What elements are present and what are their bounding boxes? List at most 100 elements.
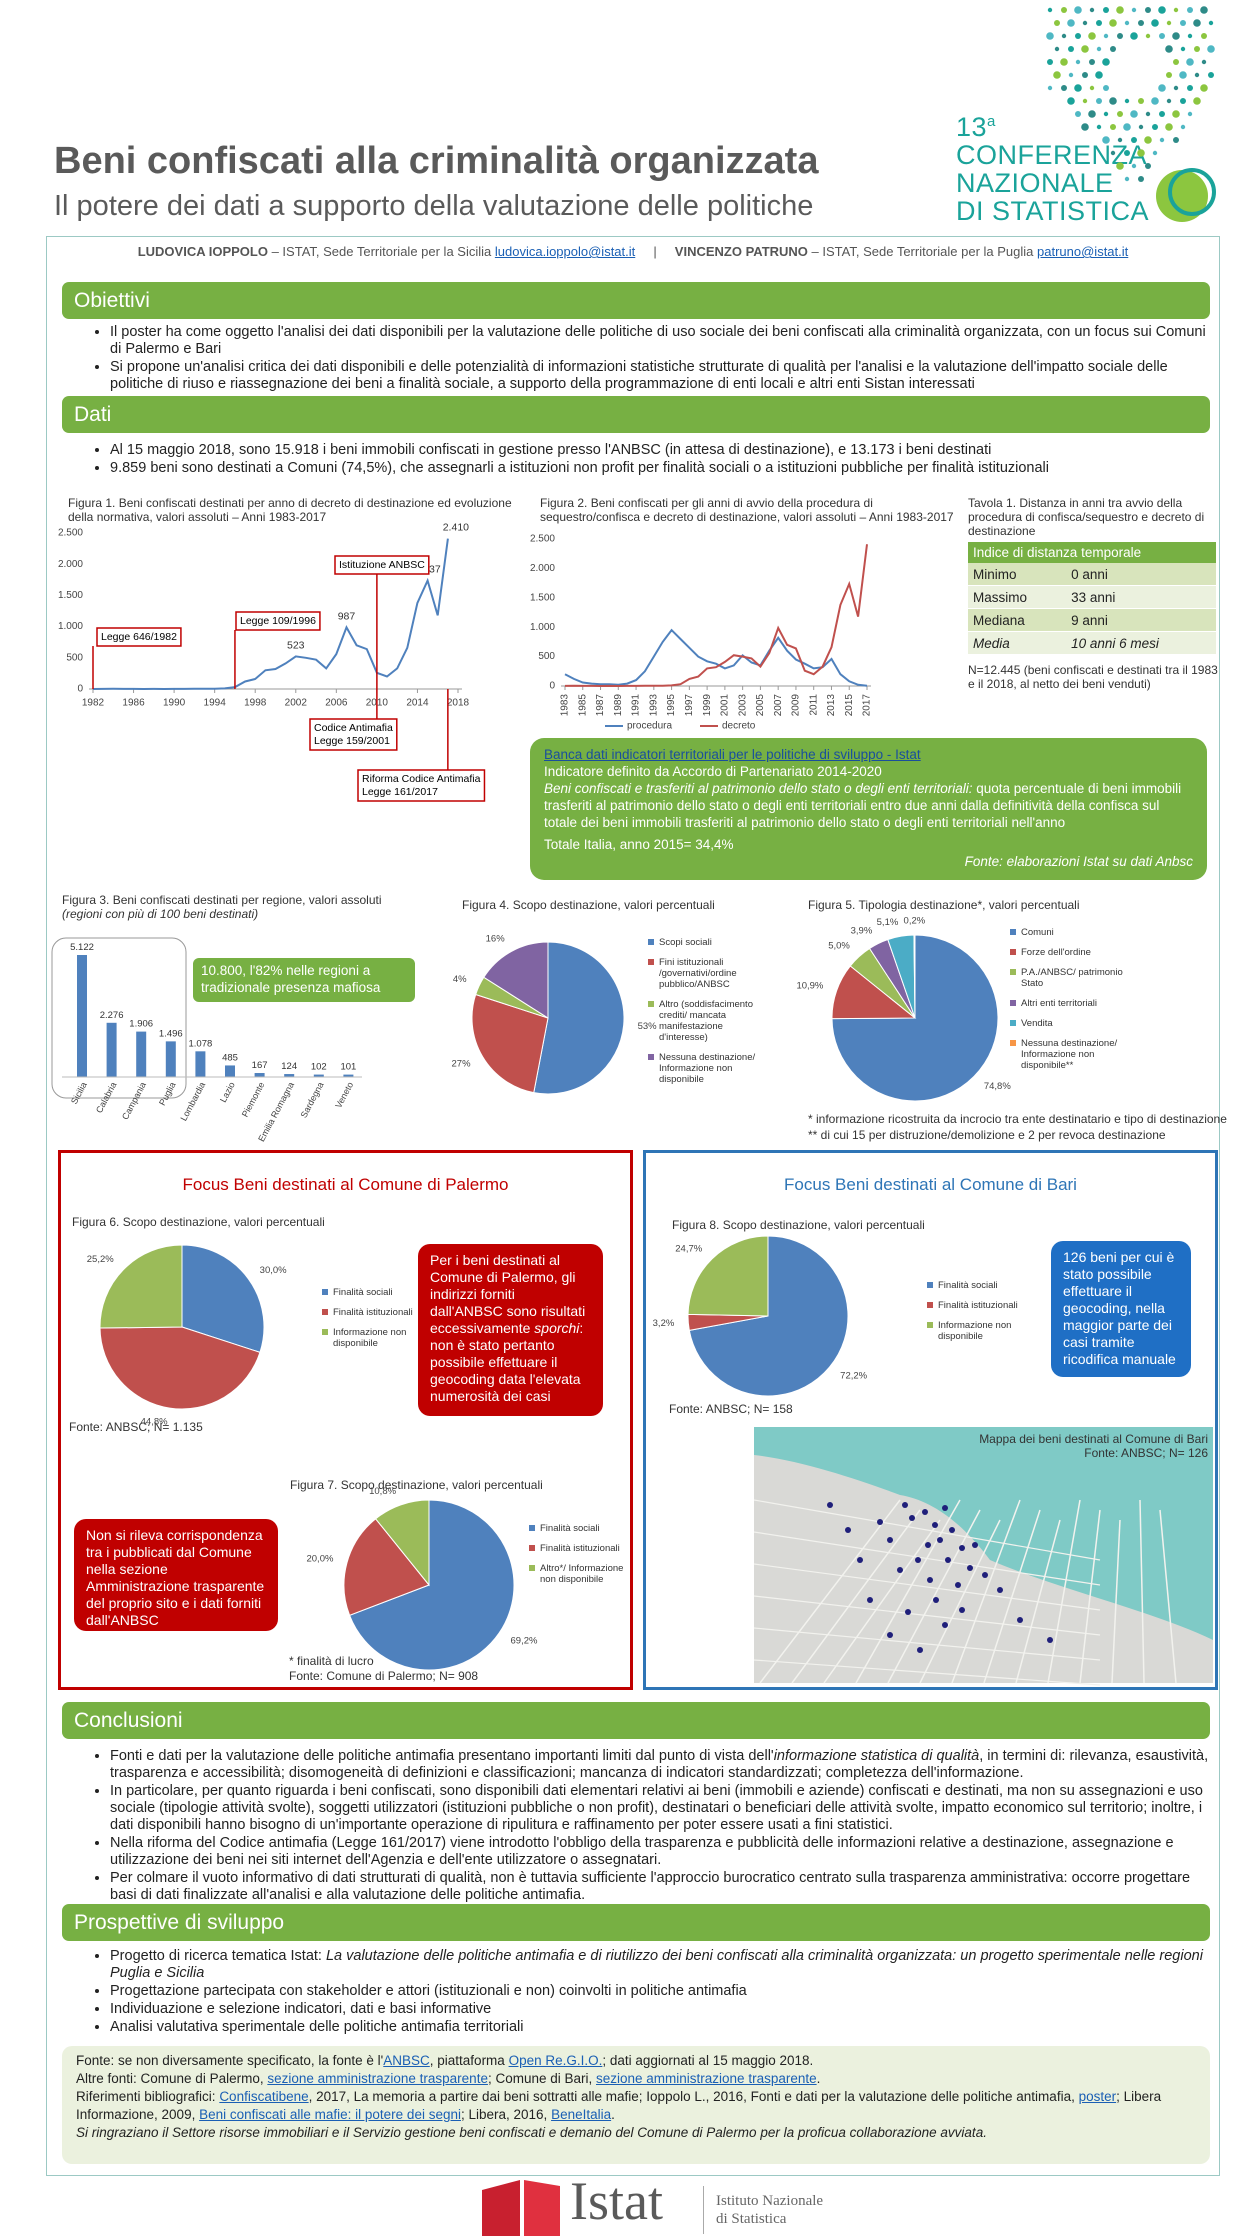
indicator-text: quota percentuale di beni immobili trasf…: [544, 781, 1182, 830]
logo-dot: [1201, 59, 1207, 65]
link[interactable]: poster: [1078, 2089, 1117, 2104]
author-affiliation: – ISTAT, Sede Territoriale per la Sicili…: [271, 244, 492, 259]
logo-dot: [1061, 7, 1067, 13]
legend-item: Nessuna destinazione/ Informazione non d…: [1010, 1038, 1130, 1071]
logo-dot: [1166, 20, 1172, 26]
legend-item: Altro*/ Informazione non disponibile: [529, 1563, 634, 1585]
logo-dot: [1109, 97, 1117, 105]
link[interactable]: Confiscatibene: [219, 2089, 309, 2104]
legend-swatch: [927, 1302, 933, 1308]
link[interactable]: Beni confiscati alle mafie: il potere de…: [199, 2107, 461, 2122]
logo-dot: [1096, 46, 1102, 52]
logo-dot: [1089, 85, 1095, 91]
legend-label: Altro*/ Informazione non disponibile: [540, 1563, 624, 1585]
link[interactable]: ANBSC: [383, 2053, 430, 2068]
logo-dot: [1116, 6, 1124, 14]
link[interactable]: sezione amministrazione trasparente: [267, 2071, 488, 2086]
source-line: Altre fonti: Comune di Palermo, sezione …: [76, 2070, 1196, 2088]
author-email[interactable]: patruno@istat.it: [1037, 244, 1129, 259]
logo-dot: [1159, 111, 1165, 117]
legend-swatch: [648, 939, 654, 945]
logo-dot: [1088, 32, 1096, 40]
istat-name-line: Istituto Nazionale: [716, 2193, 824, 2209]
link[interactable]: Open Re.G.I.O.: [508, 2053, 603, 2068]
legend-item: Vendita: [1010, 1018, 1130, 1029]
text-segment: , piattaforma: [429, 2053, 509, 2068]
legend-item: Comuni: [1010, 927, 1130, 938]
istat-logo-shape: [482, 2180, 520, 2236]
indicator-link[interactable]: Banca dati indicatori territoriali per l…: [544, 747, 921, 762]
bari-panel: [643, 1150, 1218, 1690]
figure-title: Figura 1. Beni confiscati destinati per …: [68, 496, 512, 524]
note: * informazione ricostruita da incrocio t…: [808, 1112, 1227, 1126]
logo-dot: [1159, 33, 1165, 39]
logo-dot: [1103, 33, 1109, 39]
table-row: Minimo 0 anni: [968, 563, 1216, 586]
logo-dot: [1145, 33, 1151, 39]
table-title: Tavola 1. Distanza in anni tra avvio del…: [968, 496, 1205, 538]
legend-swatch: [1010, 969, 1016, 975]
source-line: Riferimenti bibliografici: Confiscatiben…: [76, 2088, 1196, 2124]
logo-dot: [1166, 98, 1172, 104]
legend-label: P.A./ANBSC/ patrimonio Stato: [1021, 967, 1123, 989]
logo-dot: [1061, 85, 1067, 91]
logo-ring: [1168, 168, 1216, 216]
legend-label: Comuni: [1021, 927, 1054, 938]
logo-dot: [1194, 46, 1200, 52]
author-email[interactable]: ludovica.ioppolo@istat.it: [494, 244, 636, 259]
legend-swatch: [322, 1289, 328, 1295]
text-segment: : non è stato pertanto possibile effettu…: [430, 1320, 584, 1404]
table: Indice di distanza temporale Minimo 0 ann…: [968, 542, 1216, 655]
logo-dot: [1165, 123, 1173, 131]
logo-dot: [1194, 72, 1200, 78]
logo-dot: [1180, 46, 1186, 52]
text-segment: Riferimenti bibliografici:: [76, 2089, 220, 2104]
logo-line: NAZIONALE: [956, 168, 1114, 198]
thanks: Si ringraziano il Settore risorse immobi…: [76, 2125, 987, 2140]
divider: [703, 2186, 704, 2234]
figure-title: Figura 7. Scopo destinazione, valori per…: [290, 1478, 543, 1492]
legend-item: Finalità sociali: [529, 1523, 634, 1534]
logo-dot: [1145, 7, 1151, 13]
legend-item: Nessuna destinazione/ Informazione non d…: [648, 1052, 758, 1085]
indicator-total: Totale Italia, anno 2015= 34,4%: [544, 837, 734, 852]
logo-dot: [1131, 7, 1137, 13]
logo-dot: [1082, 98, 1088, 104]
separator: |: [653, 244, 657, 259]
legend-swatch: [1010, 1000, 1016, 1006]
table-block: Tavola 1. Distanza in anni tra avvio del…: [968, 496, 1218, 691]
legend-label: Scopi sociali: [659, 937, 712, 948]
logo-dot: [1082, 20, 1088, 26]
text-segment: ; Libera, 2016,: [460, 2107, 552, 2122]
logo-dot: [1110, 46, 1116, 52]
bullet: Nella riforma del Codice antimafia (Legg…: [110, 1835, 1218, 1869]
table-row: Media 10 anni 6 mesi: [968, 631, 1216, 655]
link[interactable]: sezione amministrazione trasparente: [596, 2071, 817, 2086]
link[interactable]: BeneItalia: [551, 2107, 612, 2122]
figure-title: Figura 4. Scopo destinazione, valori per…: [462, 898, 715, 912]
note: ** di cui 15 per distruzione/demolizione…: [808, 1128, 1166, 1142]
legend-item: Finalità istituzionali: [529, 1543, 634, 1554]
legend-swatch: [648, 959, 654, 965]
author-affiliation: – ISTAT, Sede Territoriale per la Puglia: [811, 244, 1034, 259]
logo-dot: [1061, 33, 1067, 39]
author-name: VINCENZO PATRUNO: [674, 244, 808, 259]
legend-swatch: [529, 1545, 535, 1551]
indicator-definition: Beni confiscati e trasferiti al patrimon…: [544, 780, 1193, 831]
logo-dot: [1124, 98, 1130, 104]
bullet: Progetto di ricerca tematica Istat: La v…: [110, 1948, 1218, 1982]
logo-dot: [1200, 6, 1208, 14]
legend-swatch: [927, 1282, 933, 1288]
legend-item: Fini istituzionali /governativi/ordine p…: [648, 957, 758, 990]
text-segment: Progetto di ricerca tematica Istat:: [110, 1948, 326, 1964]
logo-dot: [1103, 7, 1109, 13]
legend-label: Altri enti territoriali: [1021, 998, 1098, 1009]
logo-dot: [1207, 45, 1215, 53]
logo-dot: [1075, 33, 1081, 39]
text-segment: ; Libera Informazione, 2009,: [76, 2089, 1162, 2122]
logo-dot: [1124, 20, 1130, 26]
legend-swatch: [529, 1525, 535, 1531]
legend-swatch: [1010, 1020, 1016, 1026]
indicator-box: Banca dati indicatori territoriali per l…: [530, 738, 1207, 880]
logo-dot: [1102, 58, 1110, 66]
